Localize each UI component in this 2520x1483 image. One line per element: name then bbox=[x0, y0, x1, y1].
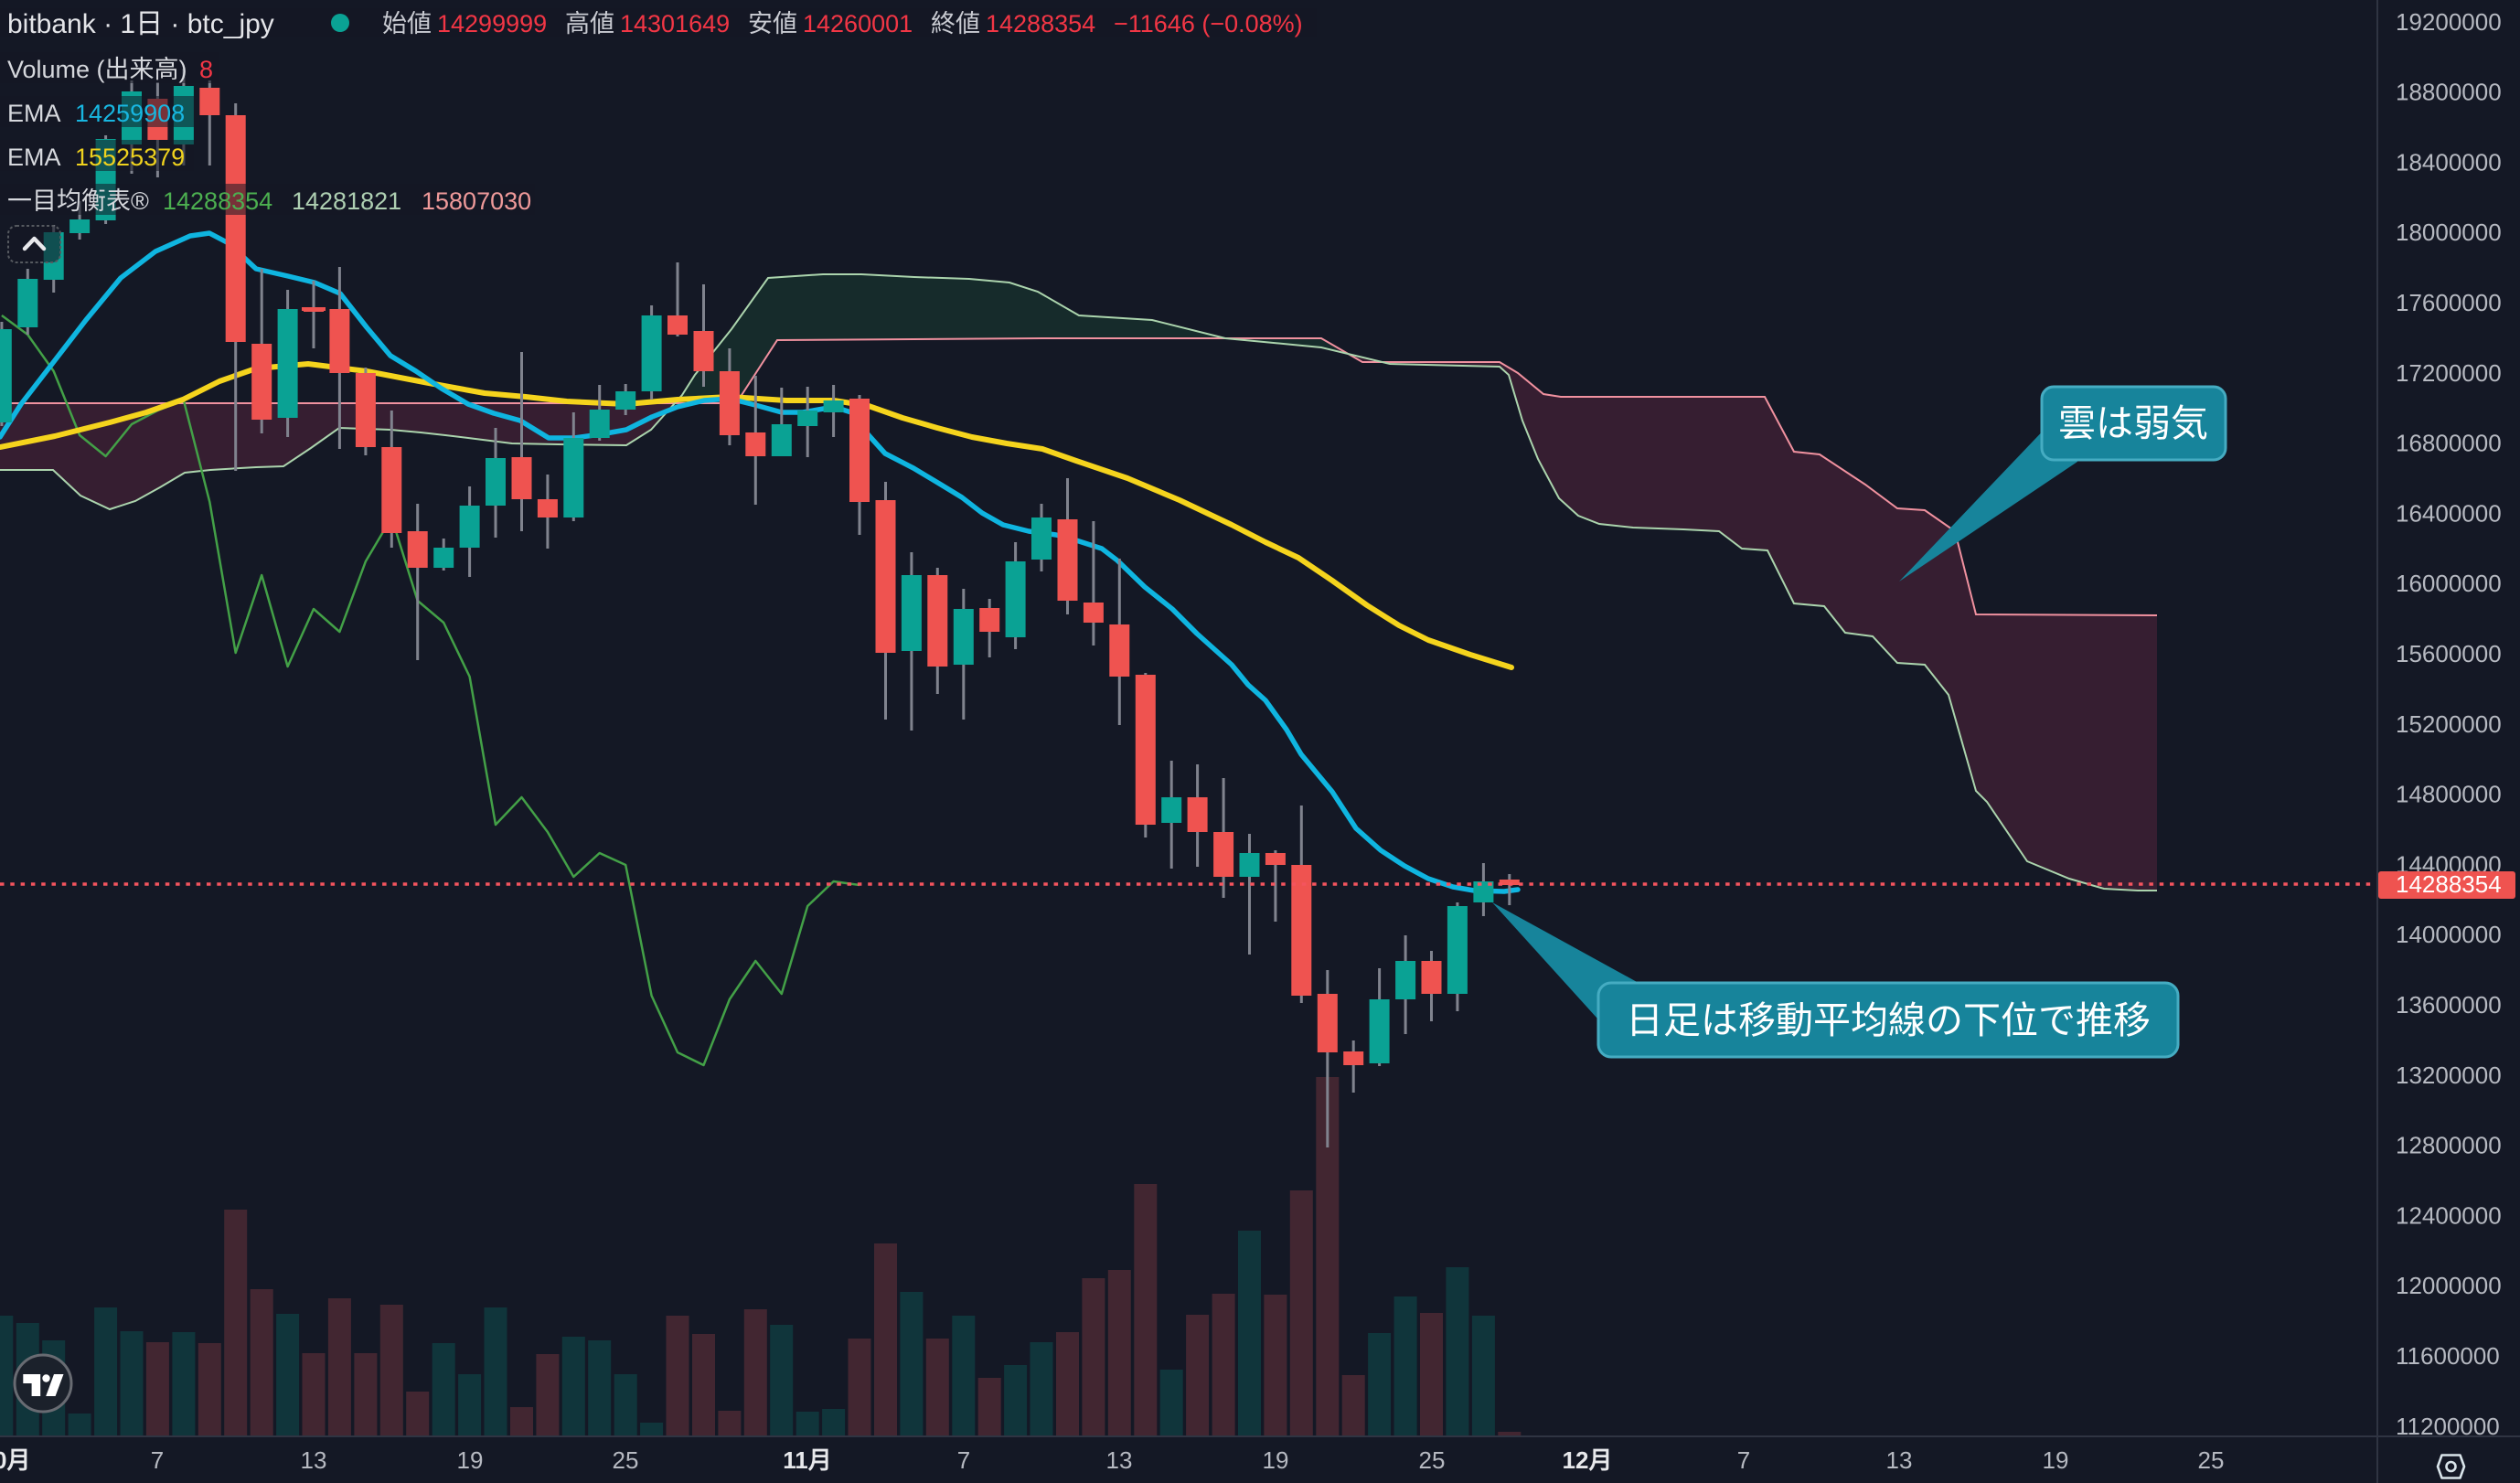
svg-text:13: 13 bbox=[1106, 1446, 1133, 1474]
svg-text:14800000: 14800000 bbox=[2396, 781, 2502, 808]
svg-text:14301649: 14301649 bbox=[620, 10, 730, 37]
svg-text:12800000: 12800000 bbox=[2396, 1132, 2502, 1159]
svg-text:13: 13 bbox=[1886, 1446, 1913, 1474]
svg-text:13: 13 bbox=[301, 1446, 327, 1474]
svg-text:始値: 始値 bbox=[382, 10, 432, 37]
svg-text:15807030: 15807030 bbox=[422, 187, 531, 215]
svg-text:25: 25 bbox=[2198, 1446, 2225, 1474]
svg-text:17600000: 17600000 bbox=[2396, 289, 2502, 316]
svg-text:13600000: 13600000 bbox=[2396, 991, 2502, 1019]
svg-text:EMA: EMA bbox=[7, 144, 61, 171]
svg-text:15600000: 15600000 bbox=[2396, 640, 2502, 667]
svg-text:7: 7 bbox=[1737, 1446, 1750, 1474]
svg-text:14259908: 14259908 bbox=[75, 100, 185, 127]
svg-text:EMA: EMA bbox=[7, 100, 61, 127]
svg-text:19: 19 bbox=[2043, 1446, 2069, 1474]
svg-text:8: 8 bbox=[199, 56, 213, 83]
svg-text:19200000: 19200000 bbox=[2396, 8, 2502, 36]
svg-text:7: 7 bbox=[151, 1446, 164, 1474]
svg-text:bitbank · 1日 · btc_jpy: bitbank · 1日 · btc_jpy bbox=[7, 9, 274, 39]
svg-text:12000000: 12000000 bbox=[2396, 1272, 2502, 1299]
svg-text:18400000: 18400000 bbox=[2396, 148, 2502, 176]
svg-text:17200000: 17200000 bbox=[2396, 359, 2502, 387]
svg-text:15525379: 15525379 bbox=[75, 144, 185, 171]
svg-text:11200000: 11200000 bbox=[2396, 1413, 2500, 1440]
svg-text:11600000: 11600000 bbox=[2396, 1342, 2500, 1370]
svg-text:14288354: 14288354 bbox=[2396, 870, 2502, 898]
svg-text:7: 7 bbox=[957, 1446, 970, 1474]
svg-text:−11646 (−0.08%): −11646 (−0.08%) bbox=[1114, 10, 1303, 37]
svg-text:11月: 11月 bbox=[783, 1446, 832, 1474]
svg-text:14288354: 14288354 bbox=[163, 187, 272, 215]
svg-text:14299999: 14299999 bbox=[437, 10, 547, 37]
svg-text:14260001: 14260001 bbox=[803, 10, 913, 37]
svg-text:雲は弱気: 雲は弱気 bbox=[2058, 402, 2208, 444]
svg-text:12月: 12月 bbox=[1563, 1446, 1613, 1474]
svg-text:16800000: 16800000 bbox=[2396, 430, 2502, 457]
svg-text:14000000: 14000000 bbox=[2396, 921, 2502, 948]
svg-text:10月: 10月 bbox=[0, 1446, 30, 1474]
svg-text:19: 19 bbox=[457, 1446, 484, 1474]
svg-text:安値: 安値 bbox=[748, 10, 797, 37]
svg-text:16400000: 16400000 bbox=[2396, 499, 2502, 527]
svg-text:14281821: 14281821 bbox=[292, 187, 401, 215]
svg-text:高値: 高値 bbox=[565, 10, 614, 37]
svg-text:13200000: 13200000 bbox=[2396, 1062, 2502, 1089]
svg-text:18800000: 18800000 bbox=[2396, 79, 2502, 106]
svg-text:16000000: 16000000 bbox=[2396, 570, 2502, 597]
svg-text:18000000: 18000000 bbox=[2396, 219, 2502, 246]
svg-text:日足は移動平均線の下位で推移: 日足は移動平均線の下位で推移 bbox=[1626, 999, 2151, 1041]
svg-text:一目均衡表®: 一目均衡表® bbox=[7, 187, 149, 215]
svg-text:19: 19 bbox=[1263, 1446, 1289, 1474]
svg-text:25: 25 bbox=[613, 1446, 639, 1474]
svg-text:25: 25 bbox=[1419, 1446, 1446, 1474]
svg-text:Volume (出来高): Volume (出来高) bbox=[7, 56, 187, 83]
svg-text:終値: 終値 bbox=[931, 10, 980, 37]
svg-text:12400000: 12400000 bbox=[2396, 1201, 2502, 1229]
svg-text:15200000: 15200000 bbox=[2396, 710, 2502, 738]
svg-text:14288354: 14288354 bbox=[986, 10, 1095, 37]
